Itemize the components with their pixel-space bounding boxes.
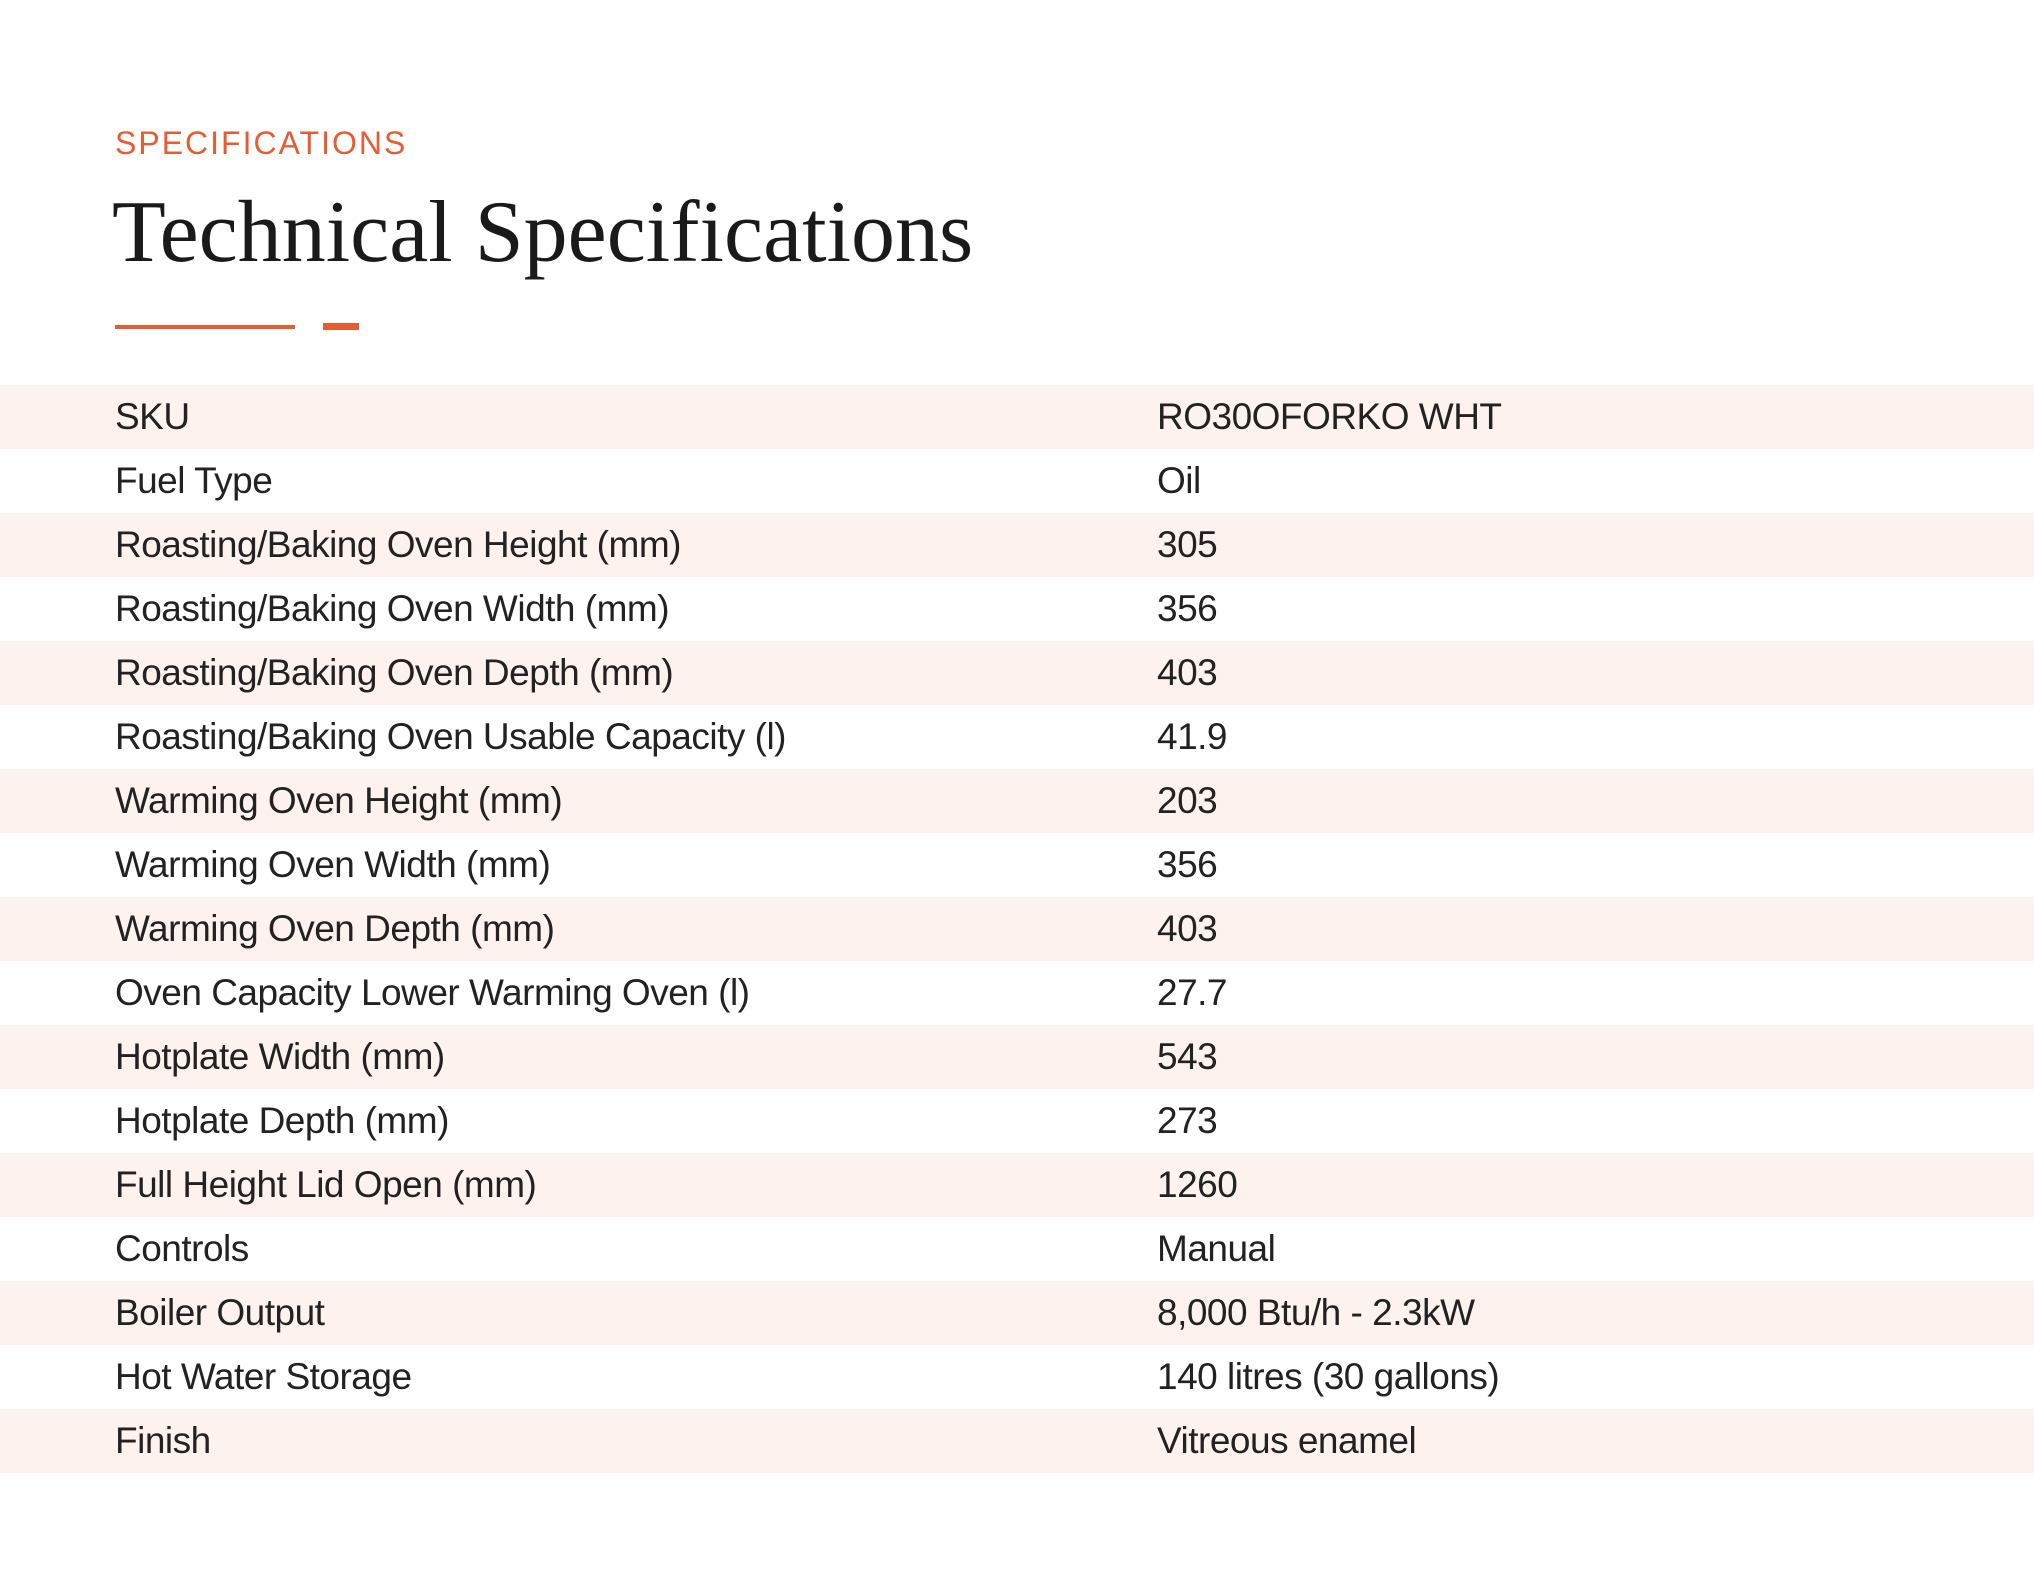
- table-row: Warming Oven Width (mm)356: [0, 833, 2034, 897]
- spec-value: 273: [1157, 1100, 2034, 1142]
- spec-value: 305: [1157, 524, 2034, 566]
- table-row: ControlsManual: [0, 1217, 2034, 1281]
- divider-bar-short: [323, 323, 359, 330]
- spec-label: Finish: [115, 1420, 1157, 1462]
- spec-value: 27.7: [1157, 972, 2034, 1014]
- spec-value: 356: [1157, 844, 2034, 886]
- spec-label: SKU: [115, 396, 1157, 438]
- spec-table: SKURO30OFORKO WHTFuel TypeOilRoasting/Ba…: [0, 385, 2034, 1473]
- spec-label: Oven Capacity Lower Warming Oven (l): [115, 972, 1157, 1014]
- table-row: Fuel TypeOil: [0, 449, 2034, 513]
- table-row: Hotplate Depth (mm)273: [0, 1089, 2034, 1153]
- spec-label: Roasting/Baking Oven Width (mm): [115, 588, 1157, 630]
- spec-value: 203: [1157, 780, 2034, 822]
- spec-label: Boiler Output: [115, 1292, 1157, 1334]
- title-divider: [115, 323, 2034, 330]
- table-row: Boiler Output8,000 Btu/h - 2.3kW: [0, 1281, 2034, 1345]
- spec-value: Oil: [1157, 460, 2034, 502]
- spec-value: 543: [1157, 1036, 2034, 1078]
- table-row: Hotplate Width (mm)543: [0, 1025, 2034, 1089]
- divider-bar-long: [115, 325, 295, 329]
- spec-value: 140 litres (30 gallons): [1157, 1356, 2034, 1398]
- table-row: Roasting/Baking Oven Usable Capacity (l)…: [0, 705, 2034, 769]
- spec-value: 41.9: [1157, 716, 2034, 758]
- spec-label: Warming Oven Width (mm): [115, 844, 1157, 886]
- table-row: Roasting/Baking Oven Width (mm)356: [0, 577, 2034, 641]
- spec-value: Manual: [1157, 1228, 2034, 1270]
- spec-label: Warming Oven Depth (mm): [115, 908, 1157, 950]
- spec-value: 8,000 Btu/h - 2.3kW: [1157, 1292, 2034, 1334]
- spec-value: 1260: [1157, 1164, 2034, 1206]
- table-row: Oven Capacity Lower Warming Oven (l)27.7: [0, 961, 2034, 1025]
- spec-label: Roasting/Baking Oven Depth (mm): [115, 652, 1157, 694]
- table-row: SKURO30OFORKO WHT: [0, 385, 2034, 449]
- spec-value: 356: [1157, 588, 2034, 630]
- page-title: Technical Specifications: [112, 182, 2034, 283]
- section-eyebrow: SPECIFICATIONS: [115, 125, 2034, 162]
- table-row: Hot Water Storage140 litres (30 gallons): [0, 1345, 2034, 1409]
- spec-value: 403: [1157, 908, 2034, 950]
- spec-label: Warming Oven Height (mm): [115, 780, 1157, 822]
- spec-value: RO30OFORKO WHT: [1157, 396, 2034, 438]
- table-row: Roasting/Baking Oven Depth (mm)403: [0, 641, 2034, 705]
- spec-label: Hotplate Width (mm): [115, 1036, 1157, 1078]
- spec-label: Roasting/Baking Oven Height (mm): [115, 524, 1157, 566]
- spec-label: Full Height Lid Open (mm): [115, 1164, 1157, 1206]
- spec-label: Hot Water Storage: [115, 1356, 1157, 1398]
- spec-label: Hotplate Depth (mm): [115, 1100, 1157, 1142]
- spec-label: Roasting/Baking Oven Usable Capacity (l): [115, 716, 1157, 758]
- table-row: Roasting/Baking Oven Height (mm)305: [0, 513, 2034, 577]
- table-row: FinishVitreous enamel: [0, 1409, 2034, 1473]
- spec-value: 403: [1157, 652, 2034, 694]
- spec-label: Controls: [115, 1228, 1157, 1270]
- spec-value: Vitreous enamel: [1157, 1420, 2034, 1462]
- table-row: Warming Oven Depth (mm)403: [0, 897, 2034, 961]
- table-row: Full Height Lid Open (mm)1260: [0, 1153, 2034, 1217]
- spec-label: Fuel Type: [115, 460, 1157, 502]
- table-row: Warming Oven Height (mm)203: [0, 769, 2034, 833]
